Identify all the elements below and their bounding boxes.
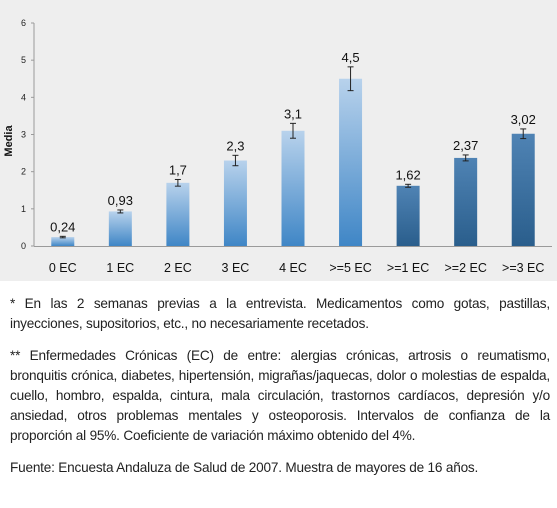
error-bar bbox=[290, 122, 296, 139]
y-tick-label: 1 bbox=[21, 204, 26, 214]
bar bbox=[511, 133, 535, 246]
bars: 0,24 0 EC 0,93 1 EC 1,7 2 EC 2,3 3 EC 3,1 4 EC 4,5… bbox=[49, 50, 545, 275]
bar bbox=[223, 160, 247, 246]
error-bar bbox=[520, 128, 527, 140]
error-bar bbox=[117, 209, 124, 214]
error-bar bbox=[59, 235, 66, 239]
y-tick-label: 2 bbox=[21, 167, 26, 177]
x-tick-label: >=1 EC bbox=[387, 261, 429, 275]
bar bbox=[339, 78, 363, 246]
y-tick-label: 4 bbox=[21, 92, 26, 102]
y-tick-label: 3 bbox=[21, 130, 26, 140]
error-bar bbox=[462, 154, 469, 162]
data-label: 3,1 bbox=[284, 106, 302, 121]
source-note: Fuente: Encuesta Andaluza de Salud de 20… bbox=[10, 460, 479, 475]
bar bbox=[454, 157, 478, 246]
x-tick-label: 1 EC bbox=[106, 261, 134, 275]
x-tick-label: 4 EC bbox=[279, 261, 307, 275]
data-label: 4,5 bbox=[342, 50, 360, 65]
y-axis-title: Media bbox=[3, 125, 15, 157]
data-label: 2,37 bbox=[453, 138, 478, 153]
bar bbox=[166, 182, 190, 246]
data-label: 3,02 bbox=[511, 112, 536, 127]
data-label: 0,24 bbox=[50, 219, 75, 234]
x-tick-label: >=2 EC bbox=[444, 261, 486, 275]
footnote-chronic-diseases: ** Enfermedades Crónicas (EC) de entre: … bbox=[10, 348, 550, 443]
axes: 0 1 2 3 4 5 6 bbox=[21, 18, 552, 251]
bar bbox=[396, 185, 420, 246]
bar-chart: Media 0 1 2 3 4 5 6 0,24 0 EC 0,93 1 EC 1,7 2 EC 2,3… bbox=[3, 18, 552, 275]
y-tick-label: 6 bbox=[21, 18, 26, 28]
y-tick-label: 5 bbox=[21, 55, 26, 65]
bar bbox=[281, 130, 305, 246]
data-label: 2,3 bbox=[226, 138, 244, 153]
error-bar bbox=[232, 154, 239, 167]
error-bar bbox=[347, 66, 354, 92]
error-bar bbox=[405, 183, 412, 188]
chart-panel: Media 0 1 2 3 4 5 6 0,24 0 EC 0,93 1 EC 1,7 2 EC 2,3… bbox=[0, 0, 557, 281]
bar bbox=[51, 237, 75, 246]
x-tick-label: 2 EC bbox=[164, 261, 192, 275]
data-label: 1,62 bbox=[395, 167, 420, 182]
x-tick-label: >=3 EC bbox=[502, 261, 544, 275]
bar bbox=[108, 211, 132, 246]
data-label: 1,7 bbox=[169, 162, 187, 177]
footnotes: * En las 2 semanas previas a la entrevis… bbox=[10, 294, 550, 490]
footnote-medications: * En las 2 semanas previas a la entrevis… bbox=[10, 296, 550, 331]
x-tick-label: >=5 EC bbox=[329, 261, 371, 275]
y-tick-label: 0 bbox=[21, 241, 26, 251]
error-bar bbox=[174, 178, 181, 187]
x-tick-label: 0 EC bbox=[49, 261, 77, 275]
x-tick-label: 3 EC bbox=[222, 261, 250, 275]
data-label: 0,93 bbox=[108, 193, 133, 208]
